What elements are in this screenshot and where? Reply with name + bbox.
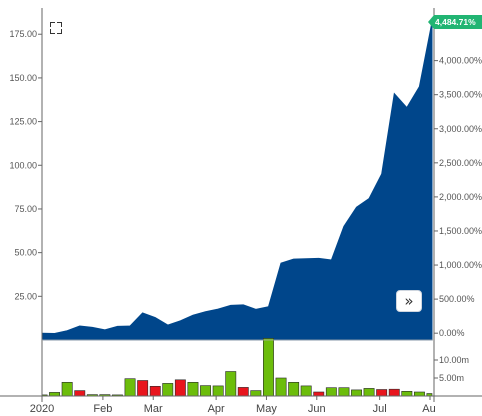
- expand-chart-button[interactable]: »: [396, 290, 422, 312]
- area-series: [41, 21, 433, 341]
- volume-bar: [376, 389, 388, 397]
- volume-bar: [250, 390, 262, 397]
- x-tick-label: Apr: [208, 403, 225, 415]
- volume-bar: [338, 387, 350, 397]
- volume-bar: [225, 371, 237, 397]
- volume-bar: [300, 385, 312, 397]
- x-tick-label: Mar: [144, 403, 163, 415]
- left-tick-label: 50.00: [14, 248, 37, 258]
- axes: [0, 8, 482, 402]
- last-value-badge: 4,484.71%: [428, 15, 482, 29]
- fullscreen-icon[interactable]: [50, 22, 62, 34]
- last-value-badge-shape: [428, 15, 482, 29]
- volume-bar: [275, 377, 287, 397]
- volume-bar: [187, 381, 199, 397]
- left-tick-label: 175.00: [9, 29, 37, 39]
- right-tick-label: 500.00%: [439, 294, 475, 304]
- x-tick-label: Jun: [308, 403, 326, 415]
- left-tick-label: 125.00: [9, 117, 37, 127]
- volume-bar: [61, 381, 73, 397]
- volume-bar: [174, 379, 186, 397]
- left-tick-label: 150.00: [9, 73, 37, 83]
- x-tick-label: May: [256, 403, 277, 415]
- x-tick-label: Feb: [93, 403, 112, 415]
- volume-bar: [124, 378, 136, 397]
- right-tick-label: 2,500.00%: [439, 158, 482, 168]
- volume-bar: [388, 388, 400, 397]
- volume-bar: [262, 338, 274, 397]
- right-tick-label: 2,000.00%: [439, 192, 482, 202]
- volume-tick-label: 5.00m: [439, 373, 464, 383]
- last-value-label: 4,484.71%: [435, 17, 476, 27]
- volume-bar: [325, 387, 337, 397]
- volume-bar: [149, 385, 161, 397]
- right-tick-label: 4,000.00%: [439, 56, 482, 66]
- volume-bar: [237, 387, 249, 397]
- volume-series: [41, 338, 433, 397]
- axis-labels: 175.00 150.00 125.00 100.00 75.00 50.00 25.00 4…: [9, 29, 482, 415]
- volume-bar: [162, 383, 174, 397]
- volume-bar: [74, 390, 86, 397]
- volume-bar: [137, 380, 149, 397]
- volume-bar: [363, 388, 375, 397]
- volume-bar: [313, 391, 325, 397]
- volume-bar: [200, 385, 211, 397]
- left-tick-label: 75.00: [14, 204, 37, 214]
- volume-tick-label: 10.00m: [439, 355, 469, 365]
- x-tick-label: 2020: [30, 403, 54, 415]
- x-tick-label: Au: [422, 403, 435, 415]
- right-tick-label: 3,500.00%: [439, 90, 482, 100]
- left-tick-label: 25.00: [14, 291, 37, 301]
- left-tick-label: 100.00: [9, 160, 37, 170]
- x-tick-label: Jul: [373, 403, 387, 415]
- volume-bar: [212, 385, 224, 397]
- right-tick-label: 1,000.00%: [439, 260, 482, 270]
- volume-bar: [413, 391, 425, 397]
- volume-bar: [49, 392, 61, 397]
- double-chevron-right-icon: »: [404, 291, 414, 310]
- right-tick-label: 3,000.00%: [439, 124, 482, 134]
- volume-bar: [351, 389, 362, 397]
- price-area: [41, 21, 433, 341]
- right-tick-label: 0.00%: [439, 328, 465, 338]
- volume-bar: [288, 381, 300, 397]
- volume-bar: [401, 390, 413, 397]
- right-tick-label: 1,500.00%: [439, 226, 482, 236]
